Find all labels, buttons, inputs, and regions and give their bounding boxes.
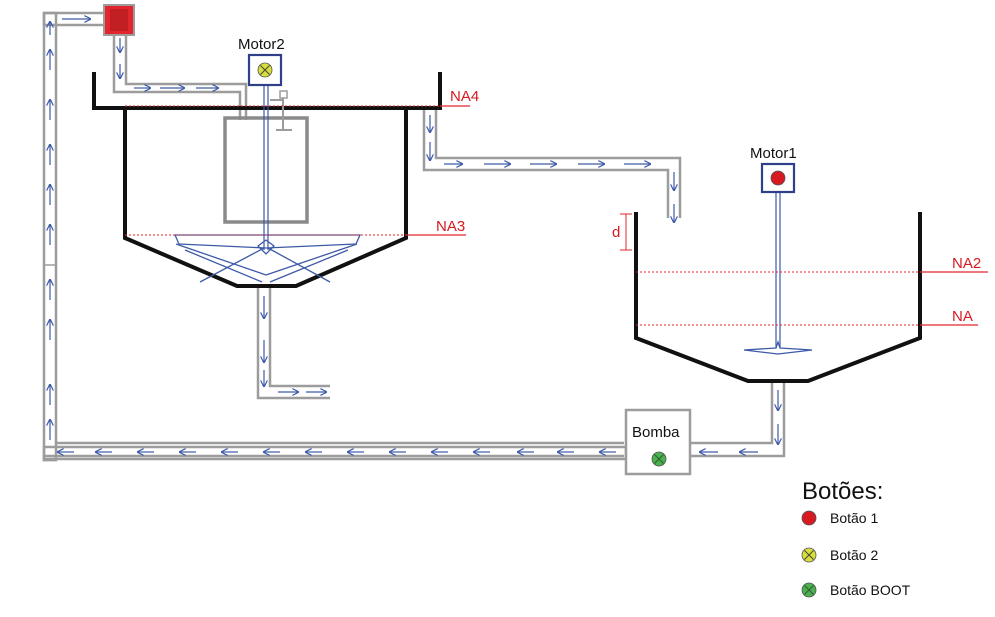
- pump-label: Bomba: [632, 424, 680, 441]
- green-x-circle-icon: [801, 582, 817, 598]
- legend-title: Botões:: [802, 478, 883, 505]
- tank-1-body: [634, 212, 922, 383]
- overflow-pipe: [422, 110, 682, 218]
- rake-agitator: [173, 234, 362, 283]
- tank-1: [620, 192, 988, 383]
- tank-2-rim: [92, 72, 442, 110]
- level-na-label: NA: [952, 308, 973, 325]
- level-na2-label: NA2: [952, 255, 981, 272]
- legend-item-label: Botão BOOT: [830, 582, 911, 598]
- yellow-x-circle-icon: [801, 547, 817, 563]
- legend-item-botao-boot: Botão BOOT: [801, 582, 911, 598]
- red-valve-icon[interactable]: [103, 4, 135, 36]
- tank1-drain-pipe: [690, 383, 786, 458]
- motor-2: Motor2: [238, 36, 285, 87]
- green-x-circle-icon[interactable]: [651, 451, 667, 467]
- level-na4-label: NA4: [450, 88, 479, 105]
- red-circle-icon[interactable]: [770, 170, 786, 186]
- tank-2-body: [123, 108, 408, 288]
- motor-2-label: Motor2: [238, 36, 285, 53]
- legend-item-label: Botão 2: [830, 547, 878, 563]
- tank2-drain-pipe: [256, 286, 330, 400]
- impeller: [743, 339, 813, 355]
- red-circle-icon: [801, 510, 817, 526]
- tank-2: [92, 72, 470, 288]
- legend-item-label: Botão 1: [830, 510, 878, 526]
- legend-item-botao-2: Botão 2: [801, 547, 878, 563]
- pipe-network: [42, 11, 786, 462]
- flow-arrows: [50, 19, 778, 452]
- yellow-x-circle-icon[interactable]: [257, 62, 273, 78]
- return-pipe: [42, 441, 624, 462]
- pump: Bomba: [624, 408, 692, 476]
- legend: Botões: Botão 1 Botão 2 Botão BOOT: [801, 478, 911, 598]
- dimension-d-label: d: [612, 224, 620, 241]
- motor-1: Motor1: [750, 145, 797, 194]
- legend-item-botao-1: Botão 1: [801, 510, 878, 526]
- clarifier-box: [223, 116, 309, 224]
- level-na3-label: NA3: [436, 218, 465, 235]
- motor-1-label: Motor1: [750, 145, 797, 162]
